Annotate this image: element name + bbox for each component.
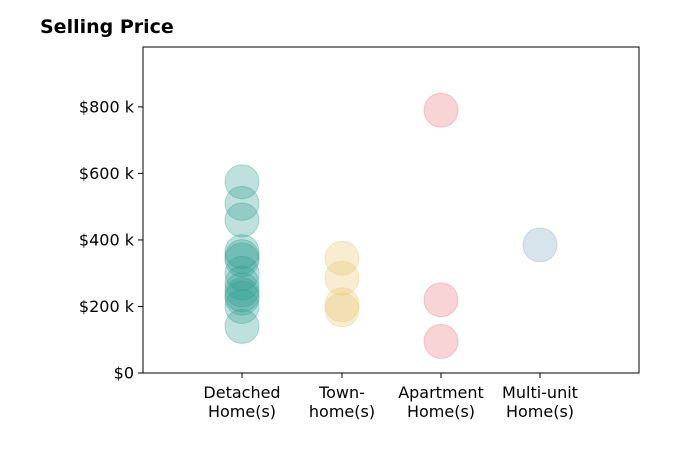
y-tick-label: $0 — [114, 364, 134, 383]
data-point — [522, 227, 558, 263]
y-tick-label: $200 k — [79, 297, 135, 316]
plot-frame — [142, 46, 640, 374]
data-point — [224, 288, 260, 324]
data-point — [423, 282, 459, 318]
y-tick-label: $600 k — [79, 164, 135, 183]
data-point — [224, 239, 260, 275]
chart-title: Selling Price — [40, 16, 174, 38]
data-point — [224, 277, 260, 313]
x-tick-label: Apartment Home(s) — [398, 383, 484, 421]
y-tick-label: $400 k — [79, 230, 135, 249]
data-point — [324, 240, 360, 276]
data-point — [224, 280, 260, 316]
data-point — [224, 308, 260, 344]
data-point — [224, 272, 260, 308]
data-point — [224, 202, 260, 238]
data-point — [224, 242, 260, 278]
data-point — [224, 234, 260, 270]
data-point — [423, 92, 459, 128]
data-point — [423, 323, 459, 359]
data-point — [224, 265, 260, 301]
x-tick-label: Detached Home(s) — [203, 383, 280, 421]
x-tick-label: Town-home(s) — [309, 383, 375, 421]
data-point — [324, 287, 360, 323]
x-tick-label: Multi-unit Home(s) — [502, 383, 578, 421]
data-point — [224, 164, 260, 200]
data-point — [324, 292, 360, 328]
data-point — [224, 255, 260, 291]
data-point — [324, 260, 360, 296]
data-point — [224, 185, 260, 221]
y-tick-label: $800 k — [79, 97, 135, 116]
